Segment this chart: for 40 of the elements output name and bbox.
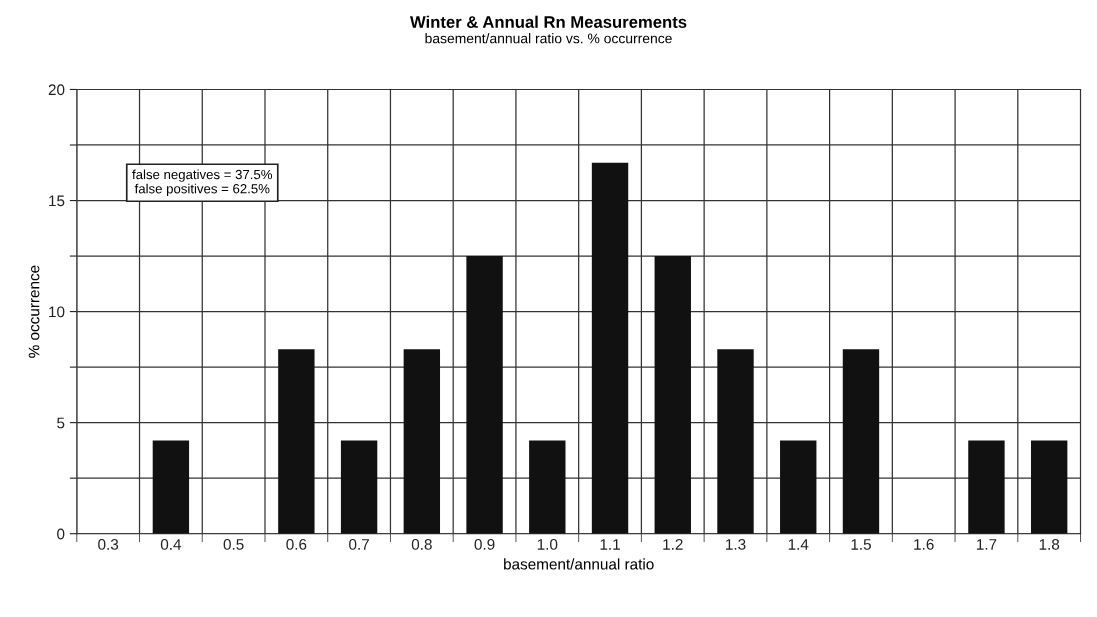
y-axis-title: % occurrence: [28, 265, 40, 358]
x-tick-label: 1.3: [726, 538, 746, 550]
x-tick-label: 1.0: [537, 538, 558, 550]
x-tick-label: 1.5: [851, 539, 871, 550]
bar: [968, 440, 1005, 534]
annotation: false positives = 62.5%: [134, 183, 270, 197]
x-tick-label: 1.7: [976, 539, 997, 550]
bar: [403, 349, 441, 534]
x-tick-label: 0.3: [98, 538, 119, 550]
bar: [466, 256, 503, 534]
bar: [152, 440, 190, 534]
y-tick-label: 15: [49, 195, 65, 207]
y-tick-label: 20: [48, 84, 65, 96]
x-tick-label: 0.9: [474, 538, 495, 550]
bar: [529, 440, 566, 534]
chart-title: Winter & Annual Rn Measurements: [410, 15, 687, 28]
x-tick-label: 1.1: [600, 539, 620, 550]
bar: [278, 349, 315, 534]
bar: [780, 440, 817, 534]
x-tick-label: 1.6: [914, 538, 934, 550]
x-tick-label: 1.2: [663, 538, 683, 550]
x-tick-label: 0.7: [349, 538, 369, 550]
annotation: false negatives = 37.5%: [132, 169, 273, 182]
x-tick-label: 1.8: [1039, 538, 1060, 550]
y-tick-label: 0: [57, 528, 65, 540]
y-tick-label: 10: [49, 306, 65, 318]
bar: [842, 349, 880, 534]
x-tick-label: 0.8: [411, 538, 432, 550]
x-tick-label: 0.6: [286, 538, 307, 550]
x-tick-label: 1.4: [788, 539, 809, 550]
x-axis-title: basement/annual ratio: [504, 558, 654, 570]
y-tick-label: 5: [57, 417, 65, 429]
x-tick-label: 0.4: [160, 538, 182, 550]
bar: [1030, 440, 1068, 534]
bar: [591, 162, 629, 534]
x-tick-label: 0.5: [223, 538, 244, 550]
bar: [340, 440, 378, 534]
bar: [654, 256, 691, 534]
bar: [717, 349, 754, 534]
chart-subtitle: basement/annual ratio vs. % occurrence: [425, 33, 672, 44]
